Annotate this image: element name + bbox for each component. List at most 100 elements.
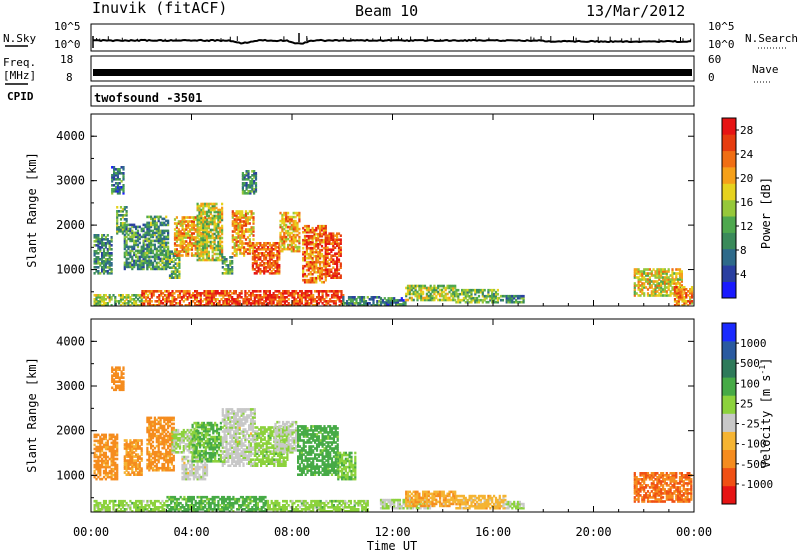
velocity-cell [151, 432, 155, 436]
power-cell [185, 250, 188, 253]
velocity-cell [108, 449, 111, 453]
power-cell [148, 292, 151, 295]
power-cell [280, 298, 283, 301]
power-cell [217, 236, 220, 240]
velocity-cell [181, 457, 184, 461]
power-cell [104, 262, 107, 265]
power-cell [148, 261, 151, 265]
power-cell [289, 294, 292, 297]
power-cell [389, 299, 392, 302]
power-cell [121, 216, 124, 219]
velocity-cell [140, 471, 143, 474]
power-cell [677, 286, 680, 289]
velocity-cell [120, 372, 123, 375]
power-cell [163, 239, 166, 243]
power-cell [300, 300, 303, 303]
velocity-cell [161, 432, 164, 436]
power-cell [325, 290, 328, 293]
power-cell [325, 304, 328, 306]
velocity-cell [167, 430, 170, 434]
power-cell [667, 294, 670, 297]
power-cell [167, 245, 170, 249]
power-cell [190, 246, 194, 249]
velocity-cell [133, 445, 136, 448]
velocity-cell [181, 467, 184, 471]
power-cell [662, 288, 665, 291]
power-cell [159, 247, 162, 251]
power-cell [272, 292, 275, 295]
power-cell [244, 218, 248, 221]
velocity-cell [168, 450, 172, 454]
power-cell [209, 240, 212, 244]
power-cell [658, 272, 661, 275]
power-cell [205, 232, 209, 236]
velocity-cell [175, 441, 178, 444]
power-cell [131, 294, 134, 297]
power-cell [332, 254, 335, 257]
velocity-cell [177, 430, 180, 434]
power-cell [324, 240, 327, 243]
velocity-cell [122, 386, 125, 390]
power-cell [202, 210, 205, 214]
power-cell [209, 296, 212, 299]
power-cell [222, 290, 225, 293]
power-cell [268, 272, 271, 275]
power-cell [387, 301, 390, 304]
power-cell [146, 223, 149, 227]
power-cell [650, 274, 653, 277]
power-cell [217, 208, 220, 212]
velocity-cell [99, 471, 102, 475]
power-cell [276, 250, 279, 253]
power-cell [685, 292, 688, 295]
power-cell [148, 243, 151, 247]
power-cell [683, 304, 686, 306]
power-cell [516, 300, 520, 304]
power-cell [97, 262, 100, 265]
velocity-cell [116, 376, 119, 379]
power-cell [97, 270, 100, 273]
power-cell [204, 250, 207, 254]
nsky-panel: N.Sky 10^5 10^0 10^5 10^0 N.Search [3, 20, 798, 52]
power-cell [294, 223, 297, 227]
power-cell [272, 260, 275, 263]
power-cell [190, 252, 194, 255]
velocity-cell [202, 465, 205, 469]
power-cell [265, 258, 268, 261]
power-cell [110, 240, 113, 243]
velocity-cell [114, 467, 117, 471]
power-cell [418, 288, 421, 292]
velocity-cell [170, 428, 173, 432]
power-cell [237, 234, 240, 237]
velocity-cell [114, 439, 117, 443]
power-cell [102, 260, 106, 263]
power-cell [307, 264, 310, 268]
power-cell [278, 258, 281, 261]
velocity-cell [193, 433, 196, 437]
velocity-cell [175, 436, 178, 440]
velocity-cell [133, 451, 136, 454]
power-cell [174, 262, 177, 265]
power-cell [172, 266, 175, 269]
velocity-cell [112, 443, 115, 447]
velocity-cell [182, 447, 185, 450]
velocity-cell [155, 438, 158, 442]
power-cell [189, 234, 192, 237]
power-cell [116, 172, 119, 175]
power-cell [179, 224, 182, 227]
power-cell [155, 229, 158, 233]
power-cell [336, 240, 339, 243]
power-cell [135, 255, 138, 259]
power-cell [195, 300, 199, 303]
velocity-cell [184, 436, 187, 440]
velocity-cell [167, 460, 170, 464]
power-cell [422, 290, 425, 294]
power-cell [309, 260, 312, 264]
power-cell [211, 302, 214, 305]
power-cell [383, 303, 386, 306]
power-cell [120, 172, 123, 175]
velocity-cell [114, 461, 117, 465]
power-cell [114, 172, 118, 175]
power-cell [261, 252, 264, 255]
power-cell [257, 298, 260, 301]
power-cell [393, 297, 396, 300]
